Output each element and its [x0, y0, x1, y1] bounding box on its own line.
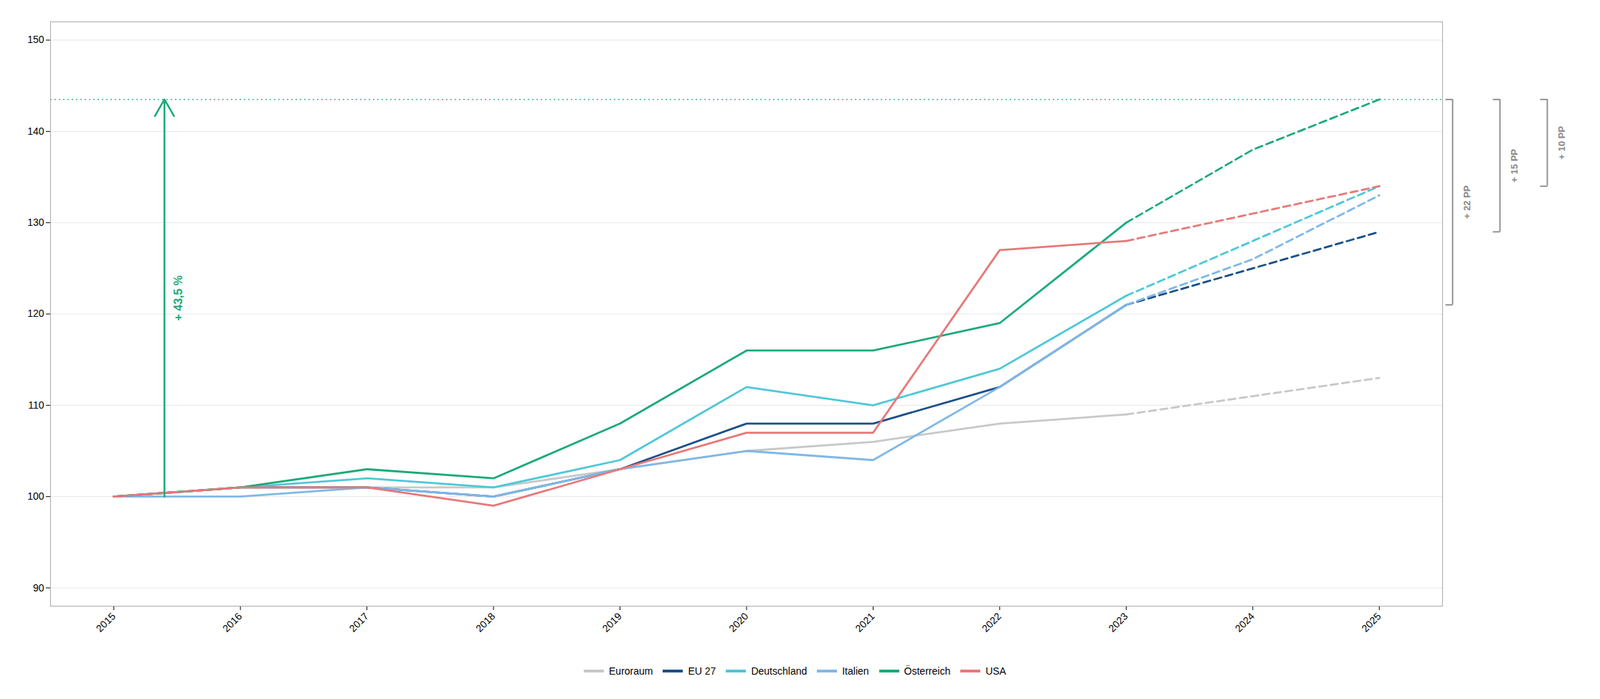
svg-text:2016: 2016 — [220, 610, 244, 634]
html-text:Euroraum: Euroraum — [608, 665, 653, 677]
svg-text:+ 22 PP: + 22 PP — [1461, 185, 1473, 219]
svg-text:2025: 2025 — [1359, 610, 1383, 634]
svg-text:2022: 2022 — [979, 610, 1004, 634]
svg-text:150: 150 — [27, 33, 45, 46]
svg-text:110: 110 — [27, 399, 45, 411]
svg-text:+ 43,5 %: + 43,5 % — [172, 275, 185, 322]
svg-text:+ 15 PP: + 15 PP — [1508, 148, 1520, 183]
svg-text:2020: 2020 — [726, 610, 751, 634]
html-text:EU 27: EU 27 — [688, 665, 717, 677]
svg-text:2021: 2021 — [852, 610, 877, 634]
svg-text:2017: 2017 — [347, 610, 371, 634]
svg-text:2018: 2018 — [473, 610, 497, 634]
svg-text:100: 100 — [27, 490, 45, 503]
html-text:Italien: Italien — [842, 665, 869, 677]
svg-text:2023: 2023 — [1105, 610, 1130, 634]
html-text:Österreich: Österreich — [904, 665, 951, 677]
html-text:USA: USA — [985, 665, 1007, 677]
svg-text:90: 90 — [32, 582, 45, 594]
html-text:Deutschland: Deutschland — [751, 665, 807, 677]
svg-text:120: 120 — [27, 307, 45, 320]
svg-text:2019: 2019 — [599, 610, 624, 634]
svg-text:+ 10 PP: + 10 PP — [1556, 126, 1568, 160]
svg-text:2024: 2024 — [1232, 610, 1257, 634]
svg-text:2015: 2015 — [93, 610, 118, 634]
svg-text:130: 130 — [27, 216, 45, 229]
svg-text:140: 140 — [27, 125, 45, 137]
